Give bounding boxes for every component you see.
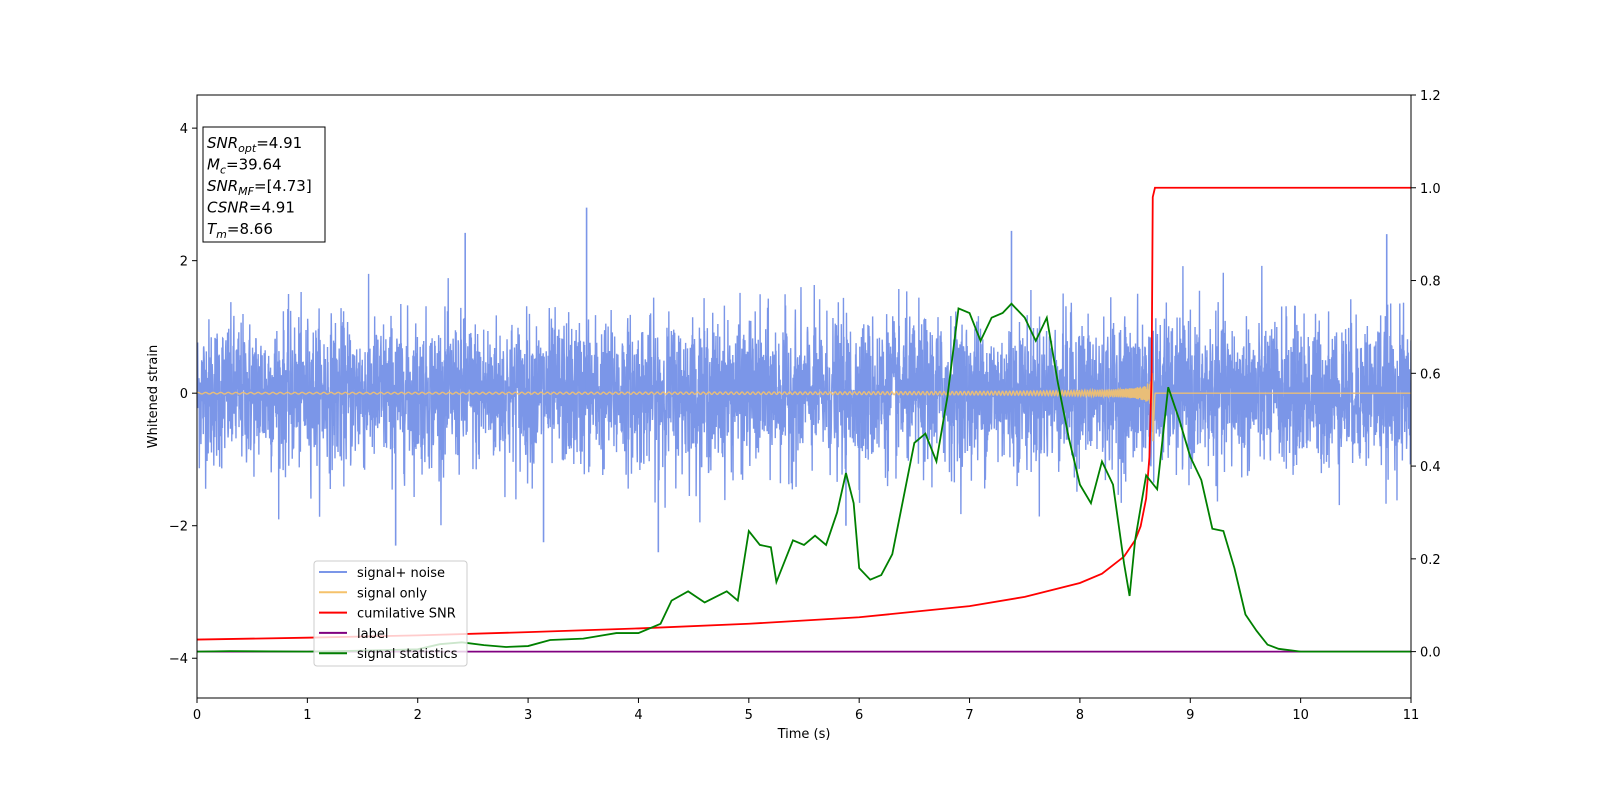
y-tick-label: 2 [180, 255, 188, 270]
legend-label-stats: signal statistics [357, 647, 458, 662]
annotation-box [202, 126, 326, 243]
legend-box [313, 560, 468, 667]
y2-tick-label: 0.4 [1420, 460, 1441, 475]
series-stats-line [197, 302, 1411, 653]
x-tick-label: 10 [1292, 708, 1309, 723]
x-tick-label: 9 [1186, 708, 1194, 723]
annotation-line: SNRMF=[4.73] [207, 177, 312, 198]
y-tick-label: −2 [169, 520, 188, 535]
x-tick-label: 8 [1076, 708, 1084, 723]
legend-label-signal: signal only [357, 586, 427, 601]
x-axis-label: Time (s) [777, 727, 831, 742]
legend: signal+ noise signal only cumilative SNR la… [313, 560, 468, 667]
x-tick-label: 0 [193, 708, 201, 723]
annotation-line: Mc=39.64 [207, 156, 282, 177]
x-tick-label: 11 [1403, 708, 1420, 723]
x-tick-label: 3 [524, 708, 532, 723]
annotation-line: Tm=8.66 [207, 220, 273, 241]
x-tick-label: 6 [855, 708, 863, 723]
annotation-line: CSNR=4.91 [207, 199, 295, 217]
x-tick-label: 2 [414, 708, 422, 723]
annotation-line: SNRopt=4.91 [207, 134, 302, 155]
y-tick-label: 4 [180, 122, 188, 137]
y-tick-label: 0 [180, 387, 188, 402]
y2-tick-label: 1.0 [1420, 182, 1441, 197]
x-tick-label: 7 [965, 708, 973, 723]
y-axis-label: Whitened strain [146, 345, 161, 448]
series-noise-line [197, 265, 1411, 526]
y2-tick-label: 0.2 [1420, 553, 1441, 568]
y-tick-label: −4 [169, 652, 188, 667]
legend-label-noise: signal+ noise [357, 566, 445, 581]
x-tick-label: 5 [745, 708, 753, 723]
y2-tick-label: 1.2 [1420, 89, 1441, 104]
legend-label-cumulative: cumilative SNR [357, 607, 456, 622]
x-tick-label: 1 [303, 708, 311, 723]
x-axis-ticks: 0 1 2 3 4 5 6 7 8 9 10 11 [193, 698, 1419, 723]
y2-tick-label: 0.6 [1420, 367, 1441, 382]
stats-annotation-box: SNRopt=4.91Mc=39.64SNRMF=[4.73]CSNR=4.91… [202, 126, 326, 243]
series-cumulative-line [197, 186, 1411, 641]
y2-tick-label: 0.0 [1420, 646, 1441, 661]
y-axis-ticks: 4 2 0 −2 −4 [169, 122, 197, 667]
x-tick-label: 4 [634, 708, 642, 723]
y2-axis-ticks: 1.2 1.0 0.8 0.6 0.4 0.2 0.0 [1411, 89, 1441, 661]
y2-tick-label: 0.8 [1420, 275, 1441, 290]
plot-frame [196, 94, 1412, 699]
legend-label-label: label [357, 627, 388, 642]
series-signal-line [197, 372, 1411, 442]
